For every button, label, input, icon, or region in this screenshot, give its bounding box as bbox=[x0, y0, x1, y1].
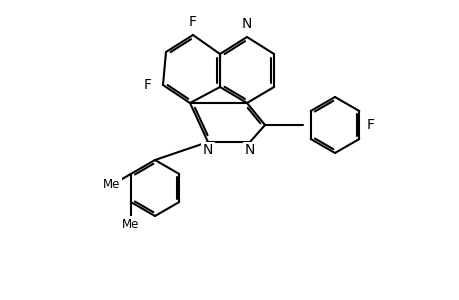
Text: F: F bbox=[144, 78, 151, 92]
Text: Me: Me bbox=[122, 218, 139, 230]
Text: F: F bbox=[366, 118, 374, 132]
Text: N: N bbox=[244, 143, 255, 157]
Text: F: F bbox=[189, 15, 196, 29]
Text: N: N bbox=[241, 17, 252, 31]
Text: Me: Me bbox=[103, 178, 120, 191]
Text: N: N bbox=[202, 143, 213, 157]
